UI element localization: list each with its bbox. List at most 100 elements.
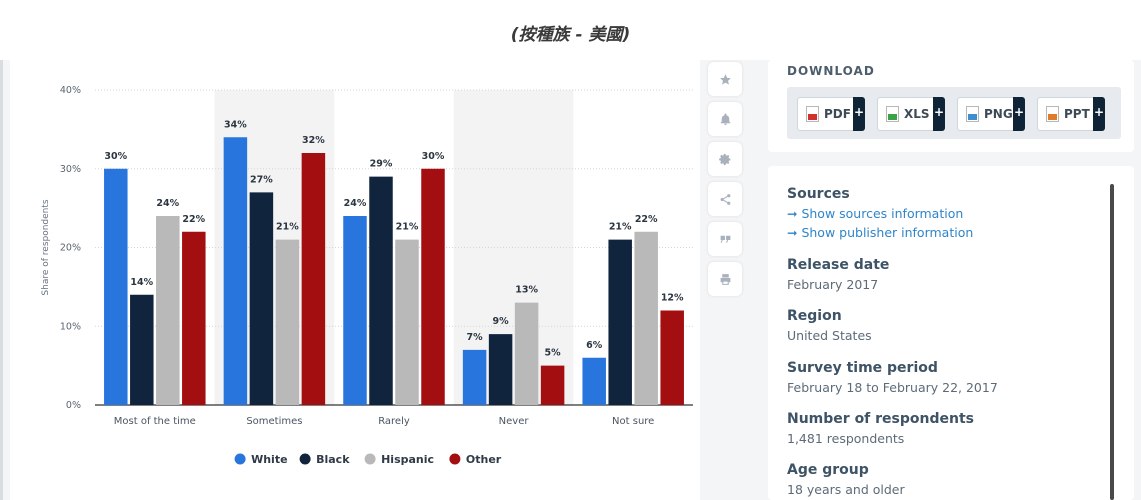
data-label: 27% (250, 174, 273, 185)
bar-black (130, 294, 154, 405)
x-tick-label: Most of the time (114, 416, 196, 427)
y-tick-label: 0% (66, 400, 81, 411)
bar-black (488, 334, 513, 405)
data-label: 22% (635, 214, 658, 225)
legend-marker (234, 453, 246, 465)
plus-icon: + (1013, 97, 1025, 131)
title-strip: (按種族 - 美國) (0, 0, 1141, 60)
y-tick-label: 40% (60, 85, 81, 96)
xls-file-icon (886, 106, 899, 122)
age-heading: Age group (787, 462, 869, 478)
share-icon (720, 193, 730, 205)
download-ppt-button[interactable]: PPT + (1037, 97, 1105, 131)
sources-heading: Sources (787, 186, 850, 202)
bell-icon (720, 113, 730, 125)
data-label: 7% (467, 332, 484, 343)
data-label: 12% (661, 293, 684, 304)
data-label: 24% (156, 198, 179, 209)
data-label: 24% (344, 198, 367, 209)
legend-label: White (251, 453, 287, 466)
settings-button[interactable] (708, 142, 742, 176)
sources-section: Sources ➞ Show sources information ➞ Sho… (787, 186, 973, 240)
bar-white (343, 216, 367, 405)
legend-marker (364, 453, 376, 465)
download-png-button[interactable]: PNG + (957, 97, 1025, 131)
bar-white (223, 137, 248, 405)
download-ppt-label: PPT (1064, 107, 1090, 121)
data-label: 30% (104, 151, 127, 162)
bar-other (660, 310, 684, 405)
gear-icon (718, 153, 730, 165)
bar-other (421, 168, 445, 405)
data-label: 21% (609, 222, 632, 233)
legend-label: Black (316, 453, 350, 466)
bar-black (249, 192, 274, 405)
x-tick-label: Sometimes (246, 416, 302, 427)
y-axis-label: Share of respondents (41, 199, 51, 296)
x-tick-label: Never (499, 416, 530, 427)
notification-button[interactable] (708, 102, 742, 136)
download-card: DOWNLOAD PDF + XLS + PNG + PPT + (768, 60, 1134, 152)
download-xls-label: XLS (904, 107, 930, 121)
legend-label: Other (466, 453, 502, 466)
y-tick-label: 20% (60, 243, 81, 254)
share-button[interactable] (708, 182, 742, 216)
print-button[interactable] (708, 262, 742, 296)
respondents-value: 1,481 respondents (787, 431, 905, 446)
age-value: 18 years and older (787, 482, 905, 497)
chart-subtitle: (按種族 - 美國) (510, 25, 631, 45)
bar-hispanic (275, 239, 300, 405)
bar-black (608, 239, 632, 405)
download-png-label: PNG (984, 107, 1013, 121)
bar-hispanic (395, 239, 419, 405)
legend-marker (449, 453, 461, 465)
x-tick-label: Not sure (612, 416, 654, 427)
x-tick-label: Rarely (378, 416, 410, 427)
bar-white (582, 357, 606, 405)
favorite-button[interactable] (708, 62, 742, 96)
respondents-section: Number of respondents 1,481 respondents (787, 411, 974, 446)
cite-button[interactable] (708, 222, 742, 256)
region-heading: Region (787, 308, 842, 324)
download-buttons: PDF + XLS + PNG + PPT + (787, 87, 1121, 139)
legend-label: Hispanic (381, 453, 434, 466)
bar-chart: 0% 10% 20% 30% 40% Share of respondents 30% 14%… (41, 85, 693, 466)
show-publisher-link[interactable]: ➞ Show publisher information (787, 225, 974, 240)
data-label: 32% (302, 135, 325, 146)
y-tick-label: 10% (60, 321, 81, 332)
release-section: Release date February 2017 (787, 257, 889, 292)
download-pdf-button[interactable]: PDF + (797, 97, 865, 131)
survey-heading: Survey time period (787, 360, 938, 376)
bar-black (369, 176, 393, 405)
chart-card: 0% 10% 20% 30% 40% Share of respondents 30% 14%… (10, 60, 700, 500)
bar-white (104, 168, 128, 405)
age-section: Age group 18 years and older (787, 462, 905, 497)
info-card: Sources ➞ Show sources information ➞ Sho… (768, 166, 1134, 500)
data-label: 14% (130, 277, 153, 288)
png-file-icon (966, 106, 979, 122)
download-pdf-label: PDF (824, 107, 851, 121)
scrollbar[interactable] (1110, 184, 1114, 500)
print-icon (720, 273, 730, 285)
plus-icon: + (853, 97, 865, 131)
release-heading: Release date (787, 257, 890, 273)
data-label: 29% (370, 159, 393, 170)
bar-hispanic (514, 302, 539, 405)
plus-icon: + (1093, 97, 1105, 131)
bar-other (540, 365, 565, 405)
data-label: 5% (545, 348, 562, 359)
data-label: 9% (493, 316, 510, 327)
plus-icon: + (933, 97, 945, 131)
data-label: 13% (515, 285, 538, 296)
bar-hispanic (156, 216, 180, 405)
y-tick-label: 30% (60, 164, 81, 175)
pdf-file-icon (806, 106, 819, 122)
region-value: United States (787, 328, 872, 343)
bar-white (462, 349, 487, 405)
show-sources-link[interactable]: ➞ Show sources information (787, 206, 964, 221)
data-label: 21% (276, 222, 299, 233)
download-xls-button[interactable]: XLS + (877, 97, 945, 131)
download-title: DOWNLOAD (787, 64, 875, 78)
window-left-border (0, 0, 3, 500)
star-icon (719, 73, 731, 85)
